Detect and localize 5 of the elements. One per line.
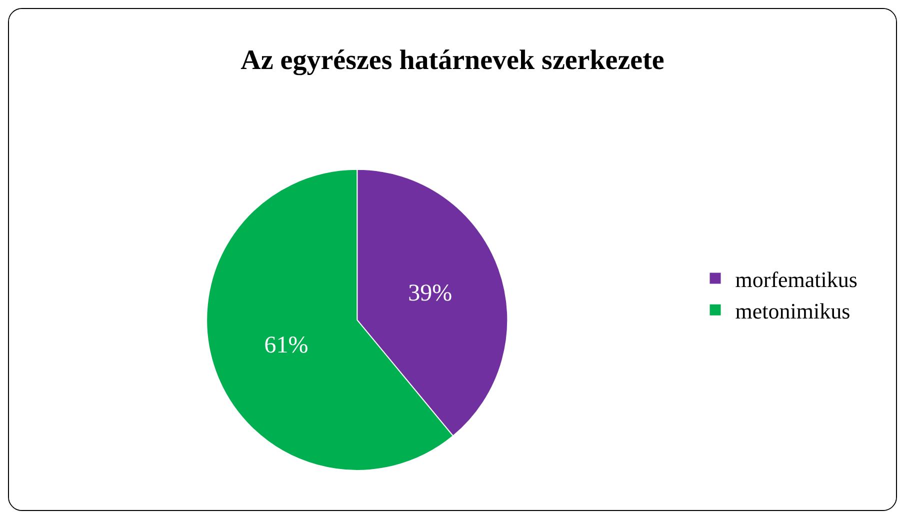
legend-label: morfematikus	[735, 266, 858, 292]
chart-title: Az egyrészes határnevek szerkezete	[240, 44, 664, 76]
data-label: 61%	[264, 332, 308, 358]
data-label: 39%	[408, 280, 452, 307]
legend-label: metonimikus	[735, 298, 850, 324]
